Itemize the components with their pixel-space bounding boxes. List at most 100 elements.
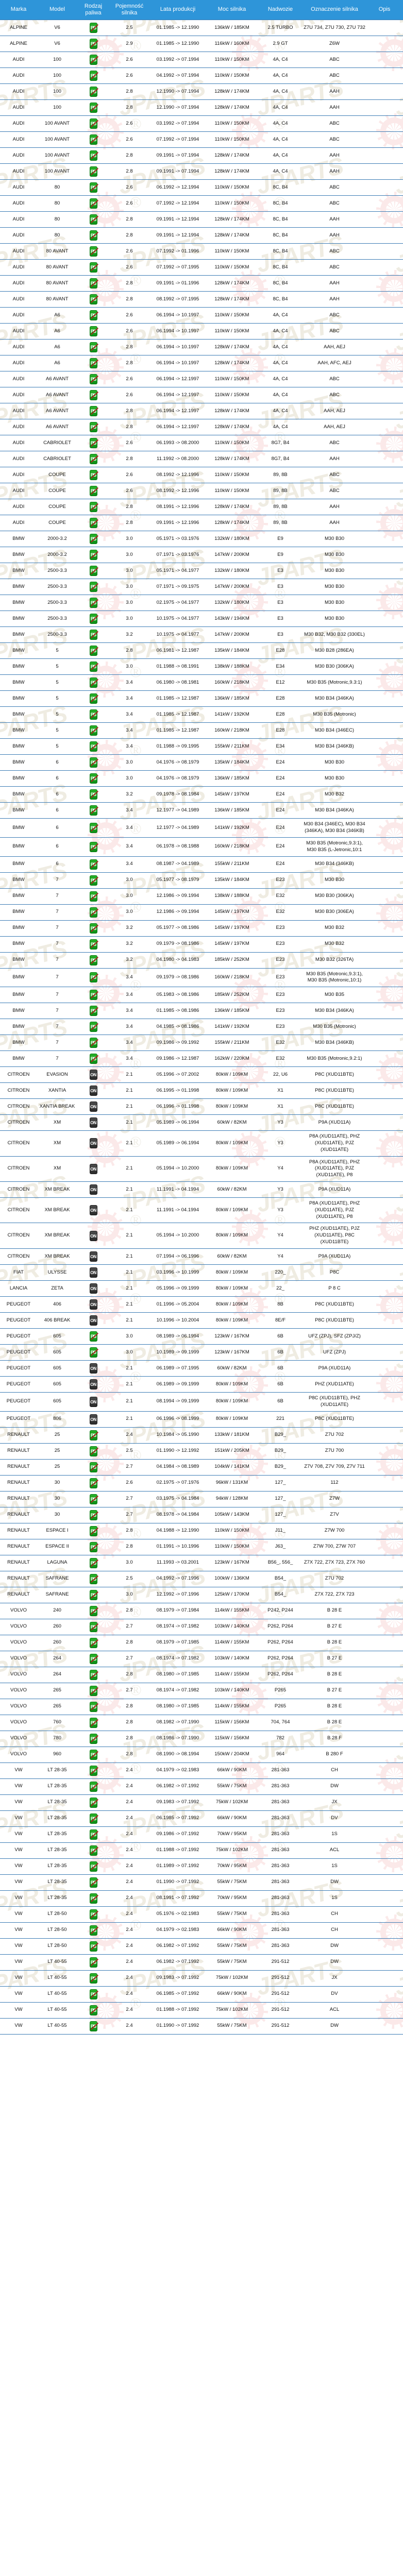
- table-row[interactable]: CITROEN XANTIA BREAK ON 2.1 06.1996 -> 01.19…: [0, 1098, 403, 1115]
- table-row[interactable]: CITROEN XM BREAK ON 2.1 11.1991 -> 04.1994 60…: [0, 1181, 403, 1198]
- table-row[interactable]: PEUGEOT 406 ON 2.1 01.1996 -> 05.2004 80kW / …: [0, 1296, 403, 1313]
- table-row[interactable]: CITROEN XANTIA ON 2.1 06.1995 -> 01.1998 80kW…: [0, 1082, 403, 1099]
- column-header-moc-silnika[interactable]: Moc silnika: [206, 0, 258, 20]
- table-row[interactable]: CITROEN XM BREAK ON 2.1 11.1991 -> 04.1994 80…: [0, 1197, 403, 1224]
- table-row[interactable]: LANCIA ZETA ON 2.1 05.1996 -> 09.1999 80kW / …: [0, 1280, 403, 1297]
- table-row[interactable]: PEUGEOT 806 ON 2.1 06.1996 -> 08.1999 80kW / …: [0, 1411, 403, 1428]
- table-row[interactable]: CITROEN XM ON 2.1 05.1989 -> 06.1994 80kW / 1…: [0, 1130, 403, 1157]
- table-row[interactable]: PEUGEOT 605 ON 2.1 06.1989 -> 07.1995 60kW / …: [0, 1360, 403, 1377]
- column-header-nadwozie[interactable]: Nadwozie: [258, 0, 303, 20]
- table-row[interactable]: PEUGEOT 605 ON 2.1 06.1989 -> 09.1999 80kW / …: [0, 1376, 403, 1393]
- table-row[interactable]: CITROEN XM ON 2.1 05.1989 -> 06.1994 60kW / 8…: [0, 1114, 403, 1131]
- column-header-model[interactable]: Model: [37, 0, 77, 20]
- column-header-marka[interactable]: Marka: [0, 0, 37, 20]
- table-row[interactable]: CITROEN XM ON 2.1 05.1994 -> 10.2000 80kW / 1…: [0, 1156, 403, 1182]
- table-row[interactable]: CITROEN XM BREAK ON 2.1 05.1994 -> 10.2000 80…: [0, 1223, 403, 1249]
